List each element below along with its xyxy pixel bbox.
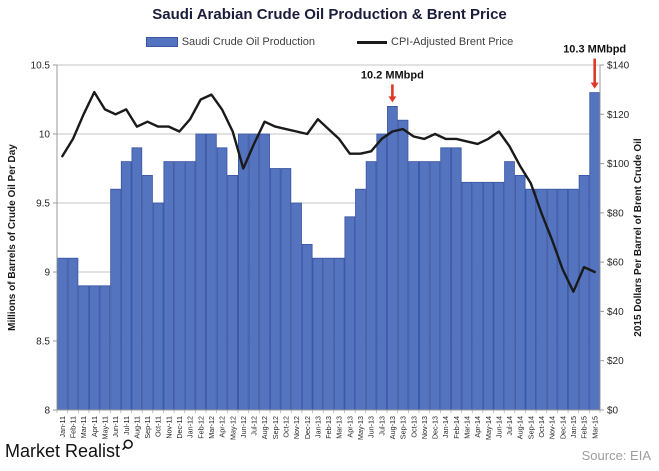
- svg-text:Sep-14: Sep-14: [526, 416, 535, 439]
- svg-text:Aug-13: Aug-13: [388, 416, 397, 439]
- svg-text:Mar-12: Mar-12: [207, 416, 216, 439]
- svg-text:10.3 MMbpd: 10.3 MMbpd: [563, 44, 626, 56]
- svg-text:Jul-12: Jul-12: [250, 416, 259, 436]
- svg-text:8: 8: [44, 406, 50, 417]
- svg-text:$20: $20: [607, 356, 624, 367]
- legend-item-production: Saudi Crude Oil Production: [145, 36, 315, 48]
- brand-logo: Market Realist: [5, 439, 134, 462]
- svg-text:$60: $60: [607, 258, 624, 269]
- svg-text:Jul-13: Jul-13: [377, 416, 386, 436]
- svg-text:Jan-11: Jan-11: [58, 416, 67, 437]
- svg-text:Jun-12: Jun-12: [239, 416, 248, 438]
- svg-text:Nov-13: Nov-13: [420, 416, 429, 439]
- svg-text:Dec-13: Dec-13: [431, 416, 440, 439]
- svg-text:May-14: May-14: [484, 416, 493, 440]
- brand-text: Market Realist: [5, 441, 121, 461]
- svg-text:Aug-12: Aug-12: [260, 416, 269, 439]
- svg-text:Apr-11: Apr-11: [90, 416, 99, 437]
- svg-text:Oct-14: Oct-14: [537, 416, 546, 438]
- svg-text:8.5: 8.5: [36, 337, 50, 348]
- svg-text:$0: $0: [607, 406, 619, 417]
- svg-text:Apr-14: Apr-14: [473, 416, 482, 438]
- svg-text:Jun-14: Jun-14: [494, 416, 503, 438]
- svg-text:10.2 MMbpd: 10.2 MMbpd: [361, 69, 424, 81]
- svg-text:Aug-14: Aug-14: [516, 416, 525, 439]
- svg-text:Apr-12: Apr-12: [218, 416, 227, 438]
- svg-text:Jan-14: Jan-14: [441, 416, 450, 438]
- svg-text:$40: $40: [607, 307, 624, 318]
- legend-label-production: Saudi Crude Oil Production: [181, 36, 315, 48]
- svg-text:Mar-11: Mar-11: [79, 416, 88, 438]
- svg-text:Dec-14: Dec-14: [558, 416, 567, 439]
- legend-item-brent: CPI-Adjusted Brent Price: [357, 36, 513, 48]
- svg-text:$140: $140: [607, 61, 630, 72]
- svg-text:Aug-11: Aug-11: [132, 416, 141, 439]
- svg-text:Feb-13: Feb-13: [324, 416, 333, 439]
- svg-text:9: 9: [44, 268, 50, 279]
- svg-text:May-12: May-12: [228, 416, 237, 440]
- svg-text:Mar-14: Mar-14: [463, 416, 472, 439]
- svg-text:Nov-11: Nov-11: [164, 416, 173, 439]
- magnifier-icon: [122, 439, 133, 451]
- svg-text:Jul-11: Jul-11: [122, 416, 131, 435]
- legend-bar-swatch-icon: [145, 37, 178, 47]
- svg-text:Millions of Barrels of Crude O: Millions of Barrels of Crude Oil Per Day: [7, 144, 18, 331]
- svg-text:Dec-11: Dec-11: [175, 416, 184, 439]
- svg-text:Jan-12: Jan-12: [186, 416, 195, 438]
- svg-text:Oct-12: Oct-12: [282, 416, 291, 438]
- svg-text:$100: $100: [607, 159, 630, 170]
- svg-text:Mar-13: Mar-13: [335, 416, 344, 439]
- source-credit: Source: EIA: [581, 448, 651, 463]
- svg-text:Jan-15: Jan-15: [569, 416, 578, 438]
- svg-text:Sep-11: Sep-11: [143, 416, 152, 439]
- chart-legend: Saudi Crude Oil Production CPI-Adjusted …: [0, 36, 659, 48]
- svg-text:9.5: 9.5: [36, 199, 50, 210]
- svg-text:Feb-14: Feb-14: [452, 416, 461, 439]
- chart-title: Saudi Arabian Crude Oil Production & Bre…: [152, 6, 507, 23]
- svg-text:Apr-13: Apr-13: [345, 416, 354, 438]
- svg-text:2015 Dollars Per Barrel of Bre: 2015 Dollars Per Barrel of Brent Crude O…: [633, 138, 644, 337]
- svg-text:Nov-12: Nov-12: [292, 416, 301, 439]
- svg-text:10: 10: [39, 130, 51, 141]
- svg-text:Jan-13: Jan-13: [313, 416, 322, 438]
- svg-text:May-13: May-13: [356, 416, 365, 440]
- svg-text:Oct-13: Oct-13: [409, 416, 418, 438]
- svg-text:Feb-11: Feb-11: [69, 416, 78, 438]
- legend-line-swatch-icon: [357, 40, 387, 44]
- svg-text:Jun-13: Jun-13: [367, 416, 376, 438]
- legend-label-brent: CPI-Adjusted Brent Price: [391, 36, 514, 48]
- svg-text:Sep-12: Sep-12: [271, 416, 280, 439]
- svg-text:10.5: 10.5: [31, 61, 51, 72]
- svg-text:Sep-13: Sep-13: [399, 416, 408, 439]
- svg-text:Feb-12: Feb-12: [196, 416, 205, 439]
- svg-text:$120: $120: [607, 110, 630, 121]
- svg-text:Dec-12: Dec-12: [303, 416, 312, 439]
- svg-text:Feb-15: Feb-15: [580, 416, 589, 439]
- svg-text:Oct-11: Oct-11: [154, 416, 163, 437]
- svg-text:Nov-14: Nov-14: [548, 416, 557, 439]
- svg-text:$80: $80: [607, 208, 624, 219]
- svg-text:Mar-15: Mar-15: [590, 416, 599, 439]
- svg-text:Jun-11: Jun-11: [111, 416, 120, 437]
- svg-text:Jul-14: Jul-14: [505, 416, 514, 436]
- svg-text:May-11: May-11: [101, 416, 110, 439]
